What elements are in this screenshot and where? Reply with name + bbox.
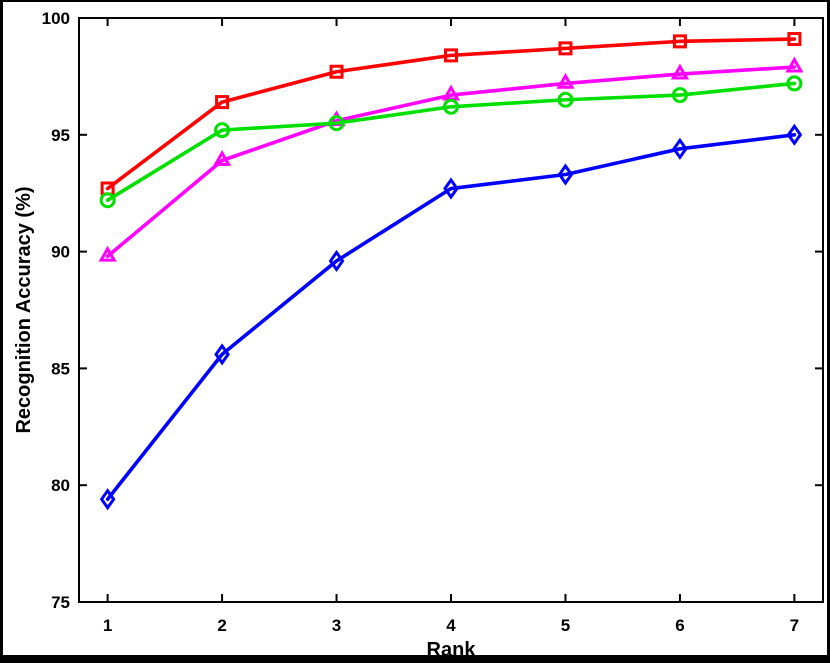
series-line-red-squares — [105, 37, 797, 191]
x-axis-label: Rank — [427, 639, 477, 661]
marker-blue-diamonds — [786, 123, 803, 146]
marker-green-circles — [214, 122, 231, 139]
marker-blue-diamonds — [672, 137, 688, 160]
marker-blue-diamonds — [328, 249, 345, 273]
x-tick-label: 4 — [446, 616, 456, 635]
y-tick-label: 95 — [51, 126, 70, 145]
marker-magenta-triangles — [556, 72, 575, 89]
marker-green-circles — [786, 75, 803, 92]
marker-red-squares — [672, 34, 687, 49]
marker-magenta-triangles — [98, 245, 117, 262]
marker-blue-diamonds — [557, 163, 574, 186]
y-tick-label: 90 — [51, 243, 70, 262]
marker-green-circles — [443, 98, 459, 115]
x-tick-label: 5 — [561, 616, 570, 635]
y-tick-label: 75 — [51, 593, 70, 612]
figure-border-top — [0, 0, 830, 2]
series-line-blue-diamonds — [105, 133, 797, 502]
marker-red-squares — [558, 41, 573, 56]
marker-blue-diamonds — [99, 488, 116, 511]
figure-border-left — [0, 0, 3, 663]
y-tick-label: 100 — [42, 9, 70, 28]
figure-border-right — [827, 0, 830, 663]
marker-green-circles — [671, 87, 688, 104]
marker-magenta-triangles — [212, 149, 232, 166]
marker-green-circles — [99, 192, 116, 209]
x-tick-label: 1 — [103, 616, 112, 635]
marker-red-squares — [787, 32, 802, 47]
y-axis-label: Recognition Accuracy (%) — [13, 186, 35, 433]
marker-green-circles — [557, 91, 574, 108]
marker-blue-diamonds — [443, 177, 459, 200]
marker-red-squares — [329, 64, 344, 79]
x-tick-label: 2 — [217, 616, 226, 635]
x-tick-label: 6 — [675, 616, 684, 635]
marker-magenta-triangles — [670, 63, 690, 80]
marker-magenta-triangles — [785, 56, 804, 73]
figure-border-bottom — [0, 655, 830, 663]
x-tick-label: 3 — [332, 616, 341, 635]
marker-red-squares — [444, 48, 458, 63]
marker-blue-diamonds — [214, 343, 230, 366]
x-tick-label: 7 — [790, 616, 799, 635]
y-tick-label: 85 — [51, 359, 70, 378]
marker-red-squares — [215, 95, 230, 110]
series-line-green-circles — [105, 81, 797, 203]
marker-green-circles — [328, 115, 345, 132]
series-line-magenta-triangles — [105, 65, 797, 259]
y-tick-label: 80 — [51, 476, 70, 495]
